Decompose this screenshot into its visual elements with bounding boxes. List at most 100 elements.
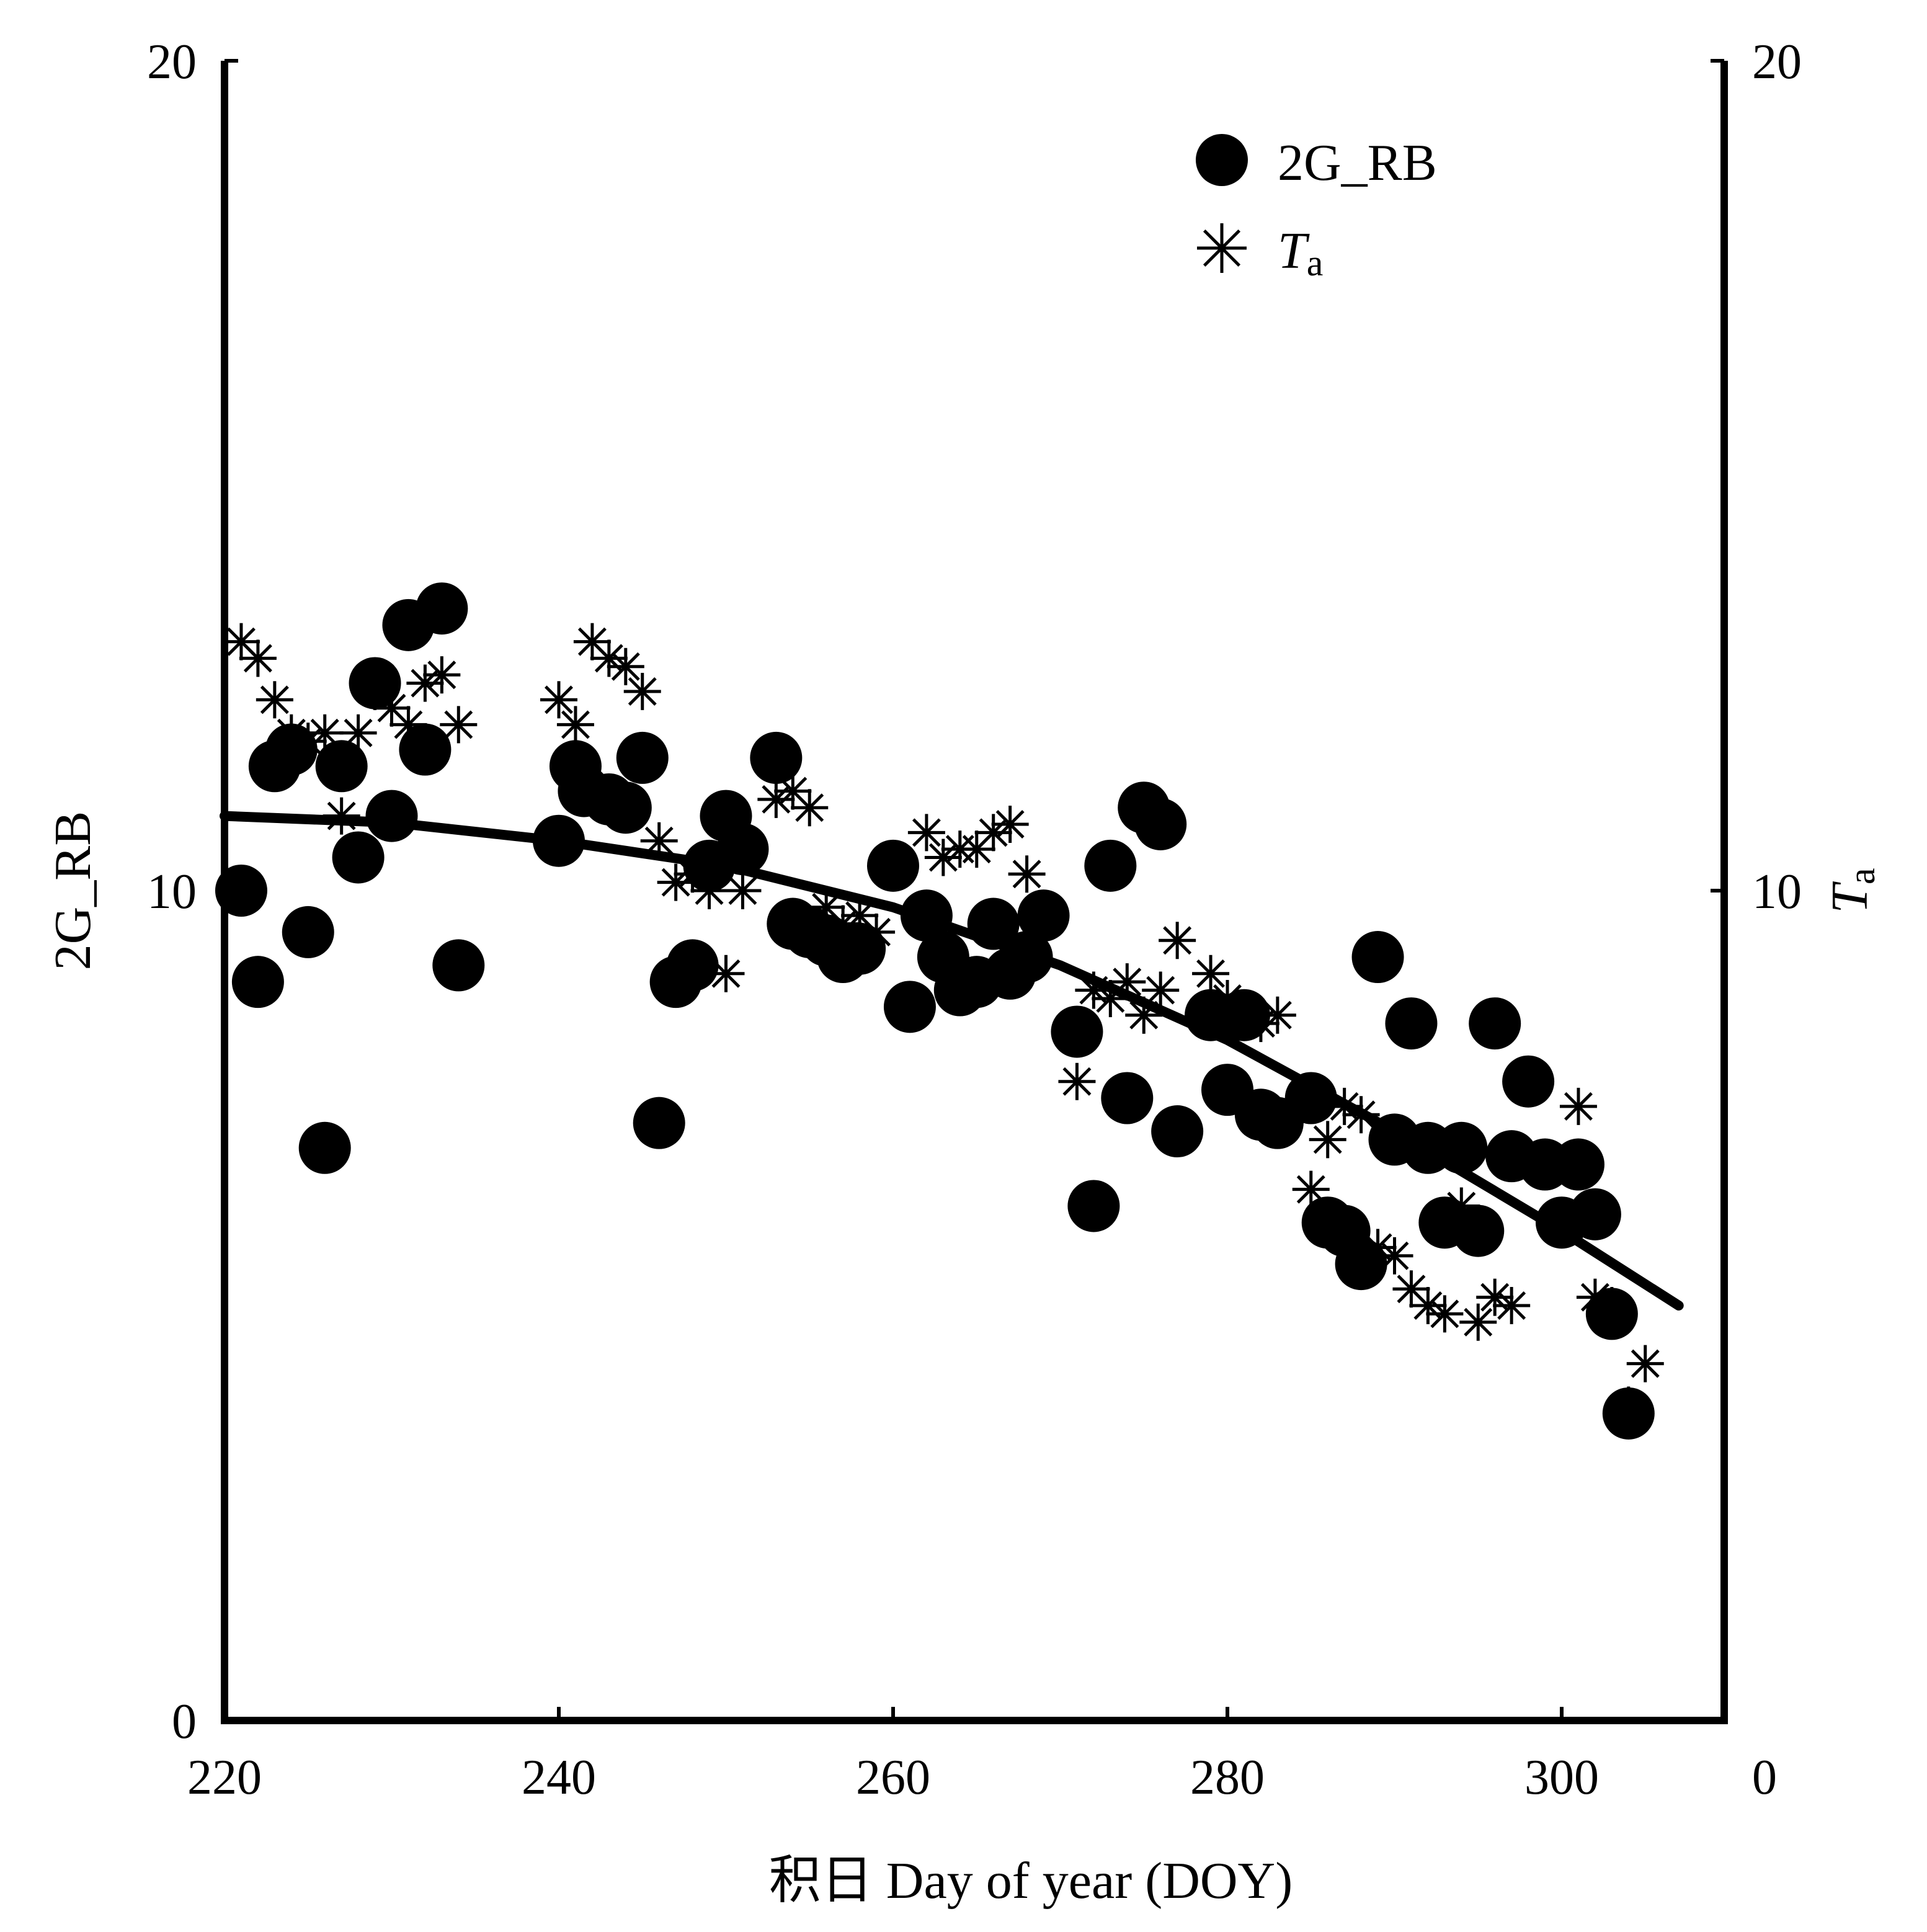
ta-point [657,863,695,901]
rb-point [1435,1121,1488,1174]
y-left-tick-label: 10 [147,865,197,919]
rb-point [1569,1188,1621,1240]
rb-point [298,1121,351,1174]
ta-point [774,772,812,810]
rb-point [633,1097,685,1149]
ta-point [1142,971,1180,1009]
x-tick-label: 280 [1190,1750,1265,1805]
ta-point [907,814,945,852]
legend: 2G_RB Ta [1196,134,1437,283]
legend-asterisk-marker [1197,223,1247,273]
rb-point [365,790,418,842]
ta-point [640,822,678,860]
tick-labels: 220 240 260 280 300 0 10 20 0 10 20 [147,35,1802,1805]
rb-point [1452,1204,1505,1257]
y-right-tick-label: 10 [1752,865,1802,919]
ta-point [1192,955,1230,992]
right-axis-title: Ta [1821,868,1882,913]
y-left-tick-label: 20 [147,35,197,89]
rb-point [967,897,1020,950]
ta-point [1108,963,1146,1001]
y-right-tick-label: 20 [1752,35,1802,89]
ta-point [1559,1087,1597,1125]
rb-point [867,839,919,892]
rb-point [1051,1005,1103,1058]
ta-point [1459,1303,1497,1341]
rb-point [1284,1072,1337,1124]
ta-point [1309,1121,1346,1159]
rb-point [1084,839,1137,892]
ta-point [540,681,577,719]
rb-point [399,723,452,776]
ta-point [556,706,594,744]
ta-point [724,872,762,909]
rb-point [900,889,953,942]
legend-label-2g-rb: 2G_RB [1278,134,1437,192]
legend-label-ta-main: T [1278,222,1310,280]
rb-point [332,831,385,884]
rb-point [1017,889,1070,942]
ta-point [239,639,277,677]
rb-point [1385,997,1438,1050]
ta-point [1409,1287,1447,1324]
rb-point [883,981,936,1033]
ta-point [256,681,293,719]
rb-point [1585,1288,1638,1340]
ta-point [1058,1062,1096,1100]
x-tick-label: 240 [522,1750,596,1805]
y-right-tick-label: 0 [1752,1750,1777,1805]
x-tick-label: 220 [187,1750,262,1805]
ta-point [1493,1287,1531,1324]
right-axis-title-main: T [1821,881,1879,914]
left-axis-title: 2G_RB [44,811,102,971]
right-axis-title-sub: a [1841,868,1882,884]
ta-point [791,789,829,827]
ta-point [924,839,962,876]
rb-point [616,731,669,784]
rb-point [599,781,652,834]
ta-point [1125,996,1163,1034]
rb-point [265,723,318,776]
ta-point [590,639,628,677]
ta-point [440,706,478,744]
ta-point [1342,1096,1380,1134]
x-axis-title: 积日 Day of year (DOY) [769,1852,1293,1910]
ta-point [607,648,644,685]
ta-point [423,656,461,694]
rb-point [1351,931,1404,984]
ta-point [757,780,795,818]
rb-point [282,906,334,958]
ta-point [323,797,360,835]
rb-point [1067,1180,1120,1232]
rb-point [716,823,769,876]
x-tick-label: 300 [1524,1750,1599,1805]
rb-point [1151,1105,1204,1158]
x-tick-label: 260 [856,1750,930,1805]
rb-point [315,740,368,793]
ta-point [1159,922,1196,959]
rb-point [416,582,468,635]
ta-point [1075,971,1113,1009]
rb-point [215,865,267,917]
legend-circle-marker [1196,134,1248,186]
y-left-tick-label: 0 [172,1694,197,1749]
ticks [223,59,1724,1722]
axes [221,61,1728,1724]
rb-point [1469,997,1521,1050]
rb-point [1000,931,1053,984]
legend-label-ta: Ta [1278,222,1323,283]
ta-point [1626,1345,1664,1382]
rb-point [1602,1387,1655,1440]
ta-point [1008,855,1046,893]
rb-point [834,922,886,975]
rb-point [432,939,485,992]
ta-point [623,672,661,710]
rb-point [1552,1138,1604,1191]
legend-label-ta-sub: a [1307,243,1324,283]
2g-rb-series [215,582,1655,1440]
ta-point [1426,1295,1464,1333]
rb-point [349,657,401,710]
rb-point [1134,798,1187,850]
rb-point [750,731,803,784]
